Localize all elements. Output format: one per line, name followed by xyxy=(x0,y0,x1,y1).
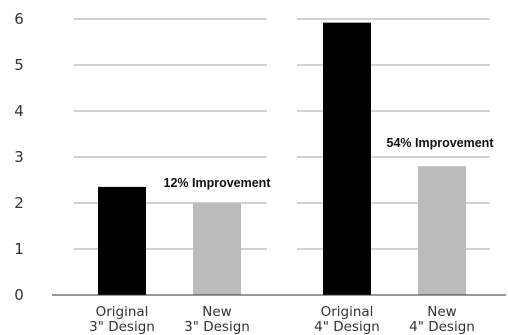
x-tick-label-line2: 3" Design xyxy=(184,319,250,335)
y-tick-label: 2 xyxy=(14,194,24,212)
y-tick-label: 1 xyxy=(14,240,24,258)
x-tick-label-line1: New xyxy=(427,304,456,320)
y-tick-label: 4 xyxy=(14,102,24,120)
y-tick-label: 5 xyxy=(14,56,24,74)
bar-2 xyxy=(323,22,371,296)
y-tick-label: 6 xyxy=(14,10,24,28)
improvement-annotation: 12% Improvement xyxy=(164,176,272,190)
x-tick-label-line1: New xyxy=(202,304,231,320)
x-tick-label-line1: Original xyxy=(96,304,149,320)
x-tick-label-line2: 4" Design xyxy=(409,319,475,335)
x-tick-label-line1: Original xyxy=(321,304,374,320)
improvement-annotation: 54% Improvement xyxy=(387,136,495,150)
x-tick-label-line2: 3" Design xyxy=(89,319,155,335)
y-tick-label: 3 xyxy=(14,148,24,166)
y-tick-label: 0 xyxy=(14,286,24,304)
bar-3 xyxy=(418,166,466,295)
x-tick-label-line2: 4" Design xyxy=(314,319,380,335)
bar-0 xyxy=(98,186,146,295)
bars xyxy=(98,22,466,296)
bar-1 xyxy=(193,203,241,295)
